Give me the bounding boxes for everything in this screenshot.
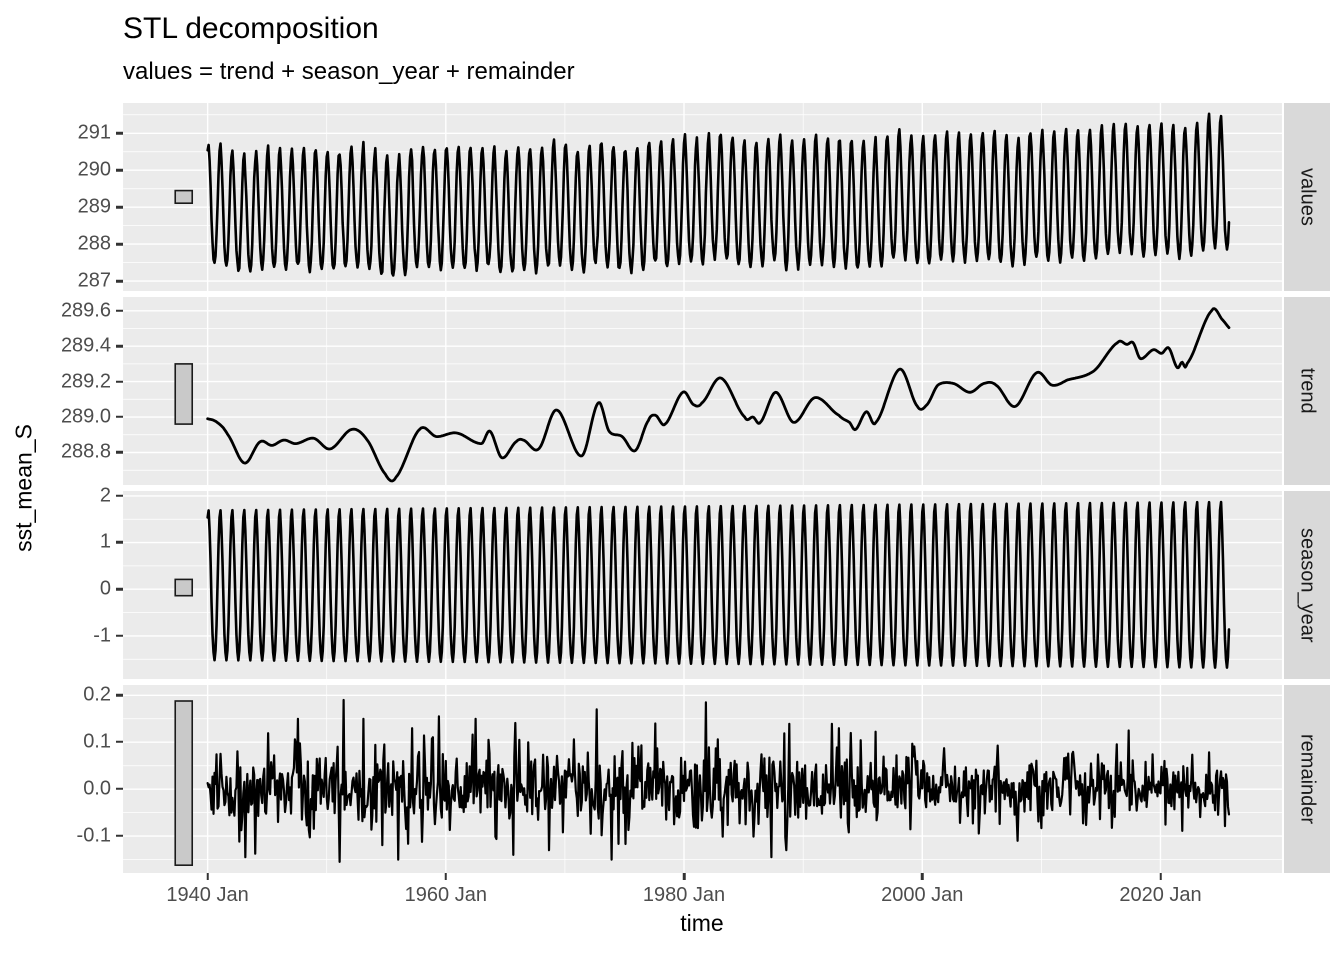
y-tick-label: 288.8 xyxy=(60,440,111,463)
panel-background xyxy=(123,296,1282,486)
y-tick-mark xyxy=(116,309,123,312)
x-tick-mark xyxy=(1159,873,1162,880)
y-tick-label: 291 xyxy=(77,121,111,144)
y-tick-mark xyxy=(116,415,123,419)
facet-panel-season_year xyxy=(123,490,1282,680)
y-tick-label: -0.1 xyxy=(76,824,111,847)
y-tick-mark xyxy=(116,834,123,838)
major-gridlines xyxy=(123,296,1282,486)
y-tick-mark xyxy=(116,380,123,383)
x-tick-mark xyxy=(444,873,448,880)
facet-strip-label: remainder xyxy=(1296,733,1319,824)
x-tick-label: 2020 Jan xyxy=(1119,884,1202,906)
facet-panel-trend xyxy=(123,296,1282,486)
facet-plot-area-trend xyxy=(123,296,1282,486)
y-tick-mark xyxy=(116,740,123,744)
y-tick-label: 290 xyxy=(77,158,111,181)
y-tick-mark xyxy=(116,587,123,591)
x-tick-mark xyxy=(921,873,924,880)
x-axis-title: time xyxy=(680,910,724,936)
facet-plot-area-remainder xyxy=(123,684,1282,874)
plot-title: STL decomposition xyxy=(123,12,379,45)
x-tick-label: 1960 Jan xyxy=(404,884,487,906)
x-tick-mark xyxy=(682,873,686,880)
facet-plot-area-values xyxy=(123,103,1282,292)
plot-subtitle: values = trend + season_year + remainder xyxy=(123,58,575,85)
y-tick-mark xyxy=(116,132,123,135)
y-tick-mark xyxy=(116,634,123,637)
y-tick-mark xyxy=(116,205,123,209)
x-tick-label: 1940 Jan xyxy=(166,884,249,906)
facet-strip-label: values xyxy=(1296,168,1319,227)
y-tick-mark xyxy=(116,168,123,172)
facet-strip-trend: trend xyxy=(1284,296,1330,486)
facet-strip-label: season_year xyxy=(1296,527,1319,643)
y-tick-label: 287 xyxy=(77,269,111,292)
facet-panel-values xyxy=(123,103,1282,292)
remainder-series-line xyxy=(206,698,1231,863)
y-tick-label: 289.6 xyxy=(60,299,111,322)
y-tick-label: 1 xyxy=(99,530,111,553)
major-gridlines xyxy=(123,103,1282,292)
facet-strip-season_year: season_year xyxy=(1284,490,1330,680)
y-tick-mark xyxy=(116,693,123,697)
y-tick-mark xyxy=(116,344,123,348)
season_year-series-line xyxy=(206,500,1231,669)
y-tick-label: 289.2 xyxy=(60,370,111,393)
y-tick-label: 289.4 xyxy=(60,334,111,357)
scale-indicator-bar xyxy=(174,578,194,597)
y-tick-label: 0 xyxy=(99,577,111,600)
y-tick-mark xyxy=(116,451,123,454)
facet-plot-area-season_year xyxy=(123,490,1282,680)
y-tick-mark xyxy=(116,279,123,283)
y-tick-label: 289 xyxy=(77,195,111,218)
y-tick-label: 288 xyxy=(77,232,111,255)
y-tick-label: 289.0 xyxy=(60,405,111,428)
y-tick-mark xyxy=(116,787,123,791)
y-tick-mark xyxy=(116,541,123,544)
y-tick-label: 0.0 xyxy=(83,777,111,800)
trend-series-line xyxy=(206,307,1231,483)
facet-panel-remainder xyxy=(123,684,1282,874)
values-series-line xyxy=(206,112,1231,277)
scale-indicator-bar xyxy=(174,362,194,425)
y-tick-label: 0.2 xyxy=(83,683,111,706)
x-tick-label: 1980 Jan xyxy=(642,884,726,906)
x-tick-mark xyxy=(206,873,209,880)
y-tick-mark xyxy=(116,242,123,246)
scale-indicator-bar xyxy=(174,699,194,866)
facet-strip-remainder: remainder xyxy=(1284,684,1330,874)
minor-gridlines xyxy=(123,296,1282,486)
scale-indicator-bar xyxy=(174,189,194,204)
facet-strip-values: values xyxy=(1284,103,1330,292)
y-tick-label: 0.1 xyxy=(83,730,111,753)
facet-strip-label: trend xyxy=(1296,368,1319,414)
y-tick-label: -1 xyxy=(93,624,111,647)
y-tick-mark xyxy=(116,494,123,497)
y-tick-label: 2 xyxy=(99,484,111,507)
x-tick-label: 2000 Jan xyxy=(881,884,964,906)
